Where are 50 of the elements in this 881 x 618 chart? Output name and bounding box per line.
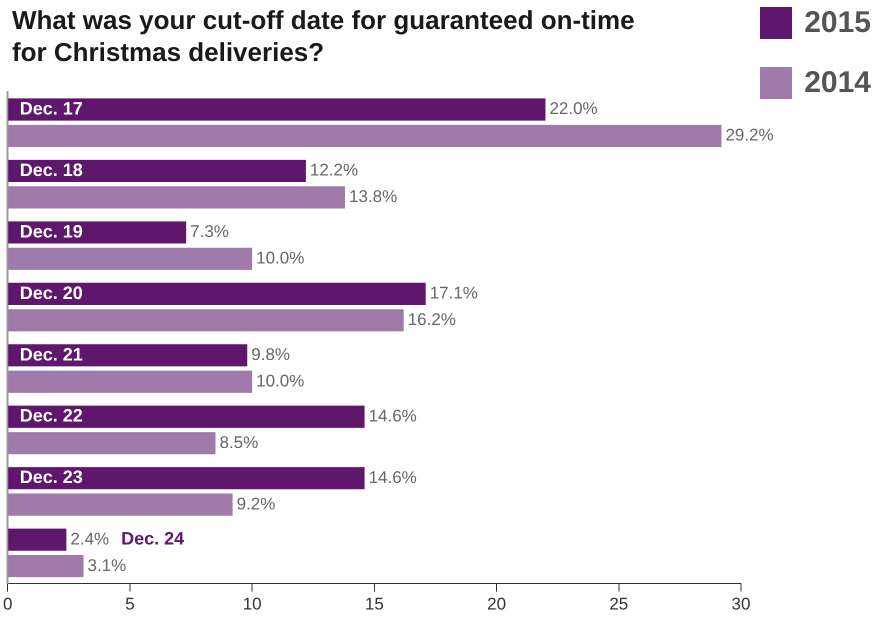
- data-label: 17.1%: [430, 284, 478, 303]
- bar: [8, 432, 216, 454]
- data-label: 2.4%: [70, 529, 110, 548]
- bar: [8, 124, 722, 148]
- x-tick-label: 30: [732, 594, 750, 614]
- data-label: 7.3%: [190, 222, 229, 242]
- y-tick-label: Dec. 18: [20, 160, 83, 180]
- data-label: 9.8%: [251, 345, 290, 364]
- bar: [8, 98, 546, 121]
- data-label: 14.6%: [368, 468, 417, 487]
- bar: [8, 248, 252, 270]
- x-tick-label: 25: [609, 594, 628, 614]
- data-label: 10.0%: [256, 371, 304, 390]
- data-label: 3.1%: [88, 556, 126, 575]
- x-tick-label: 20: [487, 594, 506, 614]
- y-tick-label: Dec. 23: [20, 467, 83, 488]
- y-tick-label: Dec. 17: [20, 98, 83, 118]
- data-label: 8.5%: [219, 432, 258, 452]
- x-tick-label: 10: [242, 594, 262, 614]
- data-label: 13.8%: [349, 187, 398, 206]
- bar: [8, 344, 248, 366]
- bar: [8, 528, 66, 551]
- data-label: 10.0%: [256, 248, 304, 268]
- y-tick-label: Dec. 21: [20, 344, 83, 364]
- data-label: 12.2%: [310, 160, 358, 180]
- bar: [8, 221, 186, 244]
- bar: [8, 309, 404, 332]
- bar: [8, 370, 252, 393]
- bar: [8, 160, 306, 182]
- legend-label: 2014: [804, 66, 871, 100]
- chart-title: What was your cut-off date for guaranteed on-time for Christmas deliveries?: [12, 4, 636, 68]
- y-tick-label: Dec. 24: [121, 528, 184, 549]
- legend-label: 2015: [804, 6, 871, 40]
- data-label: 29.2%: [725, 126, 774, 145]
- data-label: 22.0%: [549, 99, 598, 118]
- bar: [8, 554, 84, 578]
- data-label: 9.2%: [236, 494, 276, 514]
- y-tick-label: Dec. 22: [20, 406, 83, 426]
- x-tick-label: 15: [364, 594, 384, 614]
- data-label: 14.6%: [368, 406, 417, 426]
- y-tick-label: Dec. 20: [20, 282, 83, 303]
- bar: [8, 467, 365, 490]
- bar: [8, 406, 365, 428]
- x-tick-label: 0: [2, 594, 12, 614]
- bar: [8, 282, 426, 305]
- bar: [8, 186, 346, 208]
- y-tick-label: Dec. 19: [20, 221, 83, 242]
- bar: [8, 494, 233, 516]
- x-tick-label: 5: [125, 594, 135, 614]
- data-label: 16.2%: [408, 310, 456, 329]
